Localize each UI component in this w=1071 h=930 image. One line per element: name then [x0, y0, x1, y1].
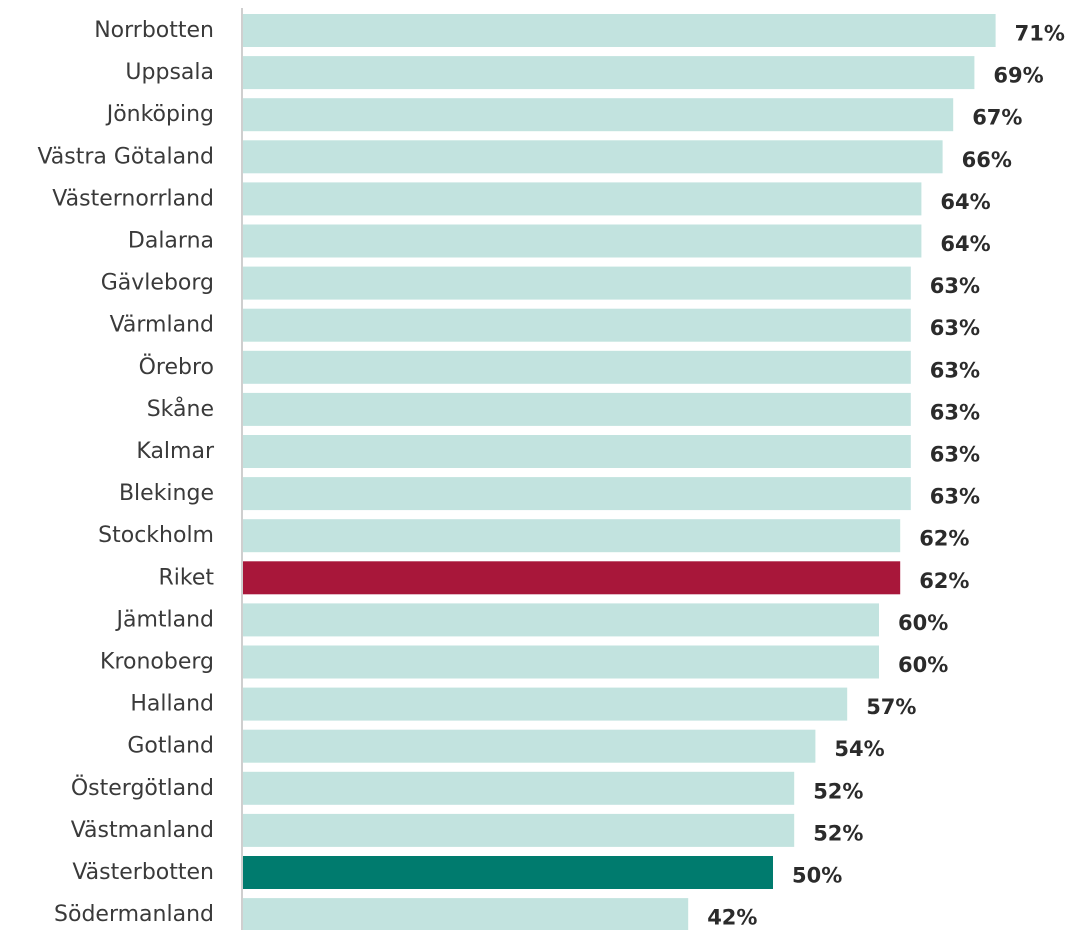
category-label: Kronoberg	[100, 650, 214, 675]
value-label: 63%	[930, 316, 980, 340]
bar	[243, 477, 911, 511]
category-label: Blekinge	[119, 481, 214, 506]
category-label: Norrbotten	[94, 18, 214, 43]
category-label: Skåne	[147, 396, 214, 422]
bar	[243, 561, 901, 595]
category-labels-group: Norrbotten Uppsala Jönköping Västra Götalan…	[37, 18, 215, 927]
bar	[243, 140, 943, 174]
category-label: Riket	[158, 565, 214, 590]
value-label: 63%	[930, 400, 980, 424]
value-label: 64%	[940, 190, 990, 214]
bar	[243, 603, 879, 637]
category-label: Värmland	[110, 313, 214, 338]
bar	[243, 435, 911, 468]
bars-group	[243, 14, 996, 930]
category-label: Gotland	[127, 734, 214, 759]
value-label: 64%	[940, 232, 990, 256]
value-label: 63%	[930, 485, 980, 509]
bar	[243, 350, 911, 384]
bar	[243, 856, 773, 889]
category-label: Västerbotten	[72, 860, 214, 885]
category-label: Gävleborg	[101, 271, 214, 296]
value-label: 66%	[962, 148, 1012, 172]
value-label: 63%	[930, 274, 980, 298]
bar	[243, 98, 954, 132]
value-label: 69%	[993, 64, 1043, 88]
bar	[243, 645, 879, 679]
value-label: 42%	[707, 906, 757, 930]
value-label: 71%	[1015, 22, 1065, 46]
bar	[243, 813, 795, 847]
bar	[243, 898, 689, 930]
bar	[243, 182, 922, 216]
value-label: 52%	[813, 821, 863, 845]
category-label: Halland	[130, 692, 214, 717]
bar	[243, 224, 922, 258]
category-label: Västernorrland	[52, 186, 214, 211]
value-label: 63%	[930, 358, 980, 382]
bar	[243, 519, 901, 553]
bar	[243, 687, 848, 721]
category-label: Jönköping	[105, 102, 214, 127]
category-label: Södermanland	[54, 902, 214, 927]
bar	[243, 56, 975, 90]
bar	[243, 266, 911, 300]
value-label: 62%	[919, 569, 969, 593]
category-label: Östergötland	[71, 775, 214, 801]
bar	[243, 392, 911, 426]
value-label: 60%	[898, 611, 948, 635]
value-label: 63%	[930, 443, 980, 467]
value-label: 62%	[919, 527, 969, 551]
value-label: 52%	[813, 779, 863, 803]
bar	[243, 729, 816, 763]
category-label: Stockholm	[98, 523, 214, 548]
category-label: Västra Götaland	[37, 144, 214, 169]
category-label: Jämtland	[114, 607, 214, 632]
bar	[243, 308, 911, 342]
value-label: 67%	[972, 106, 1022, 130]
category-label: Örebro	[139, 354, 214, 380]
value-labels-group: 71% 69% 67% 66% 64% 64% 63% 63% 63% 63% 63% 63% 62% 6…	[707, 22, 1065, 930]
value-label: 54%	[834, 737, 884, 761]
category-label: Västmanland	[71, 818, 214, 843]
value-label: 50%	[792, 864, 842, 888]
value-label: 60%	[898, 653, 948, 677]
category-label: Dalarna	[128, 229, 214, 254]
category-label: Kalmar	[136, 439, 215, 464]
category-label: Uppsala	[125, 60, 214, 85]
value-label: 57%	[866, 695, 916, 719]
bar	[243, 771, 795, 805]
bar	[243, 14, 996, 47]
